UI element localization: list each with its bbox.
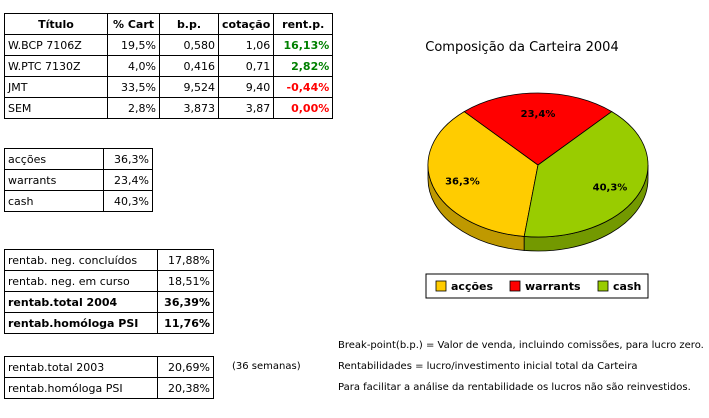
alloc-label: cash [4,190,104,212]
pie-slice-warrants [463,92,613,166]
cell-rent: 16,13% [273,34,334,56]
pie-label-acções: 36,3% [445,177,480,188]
history-table: rentab.total 2003 20,69% rentab.homóloga… [4,356,214,399]
returns-label: rentab.total 2004 [4,291,158,313]
table-row: acções 36,3% [4,148,153,170]
history-value: 20,69% [157,356,214,378]
table-row: W.PTC 7130Z 4,0% 0,416 0,71 2,82% [4,55,334,77]
header-bp: b.p. [159,13,219,35]
cell-titulo: W.BCP 7106Z [4,34,108,56]
cell-cart: 2,8% [107,97,160,119]
table-row: rentab.total 2004 36,39% [4,291,214,313]
note-reinvest: Para facilitar a análise da rentabilidad… [338,382,691,393]
returns-table: rentab. neg. concluídos 17,88% rentab. n… [4,249,214,334]
legend-swatch-acções [435,280,447,292]
holdings-table: Título % Cart b.p. cotação rent.p. W.BCP… [4,13,334,119]
returns-value: 36,39% [157,291,214,313]
allocation-table: acções 36,3% warrants 23,4% cash 40,3% [4,148,153,212]
cell-cotacao: 1,06 [217,34,275,56]
history-label: rentab.total 2003 [4,356,158,378]
table-row: rentab. neg. concluídos 17,88% [4,249,214,271]
header-rent: rent.p. [273,13,334,35]
table-row: W.BCP 7106Z 19,5% 0,580 1,06 16,13% [4,34,334,56]
legend-label-acções: acções [451,280,493,293]
cell-cotacao: 3,87 [217,97,275,119]
table-row: cash 40,3% [4,190,153,212]
table-row: rentab.homóloga PSI 11,76% [4,312,214,334]
returns-label: rentab.homóloga PSI [4,312,158,334]
alloc-value: 40,3% [103,190,153,212]
history-value: 20,38% [157,377,214,399]
legend-label-warrants: warrants [525,280,581,293]
alloc-value: 23,4% [103,169,153,191]
legend-label-cash: cash [613,280,641,293]
returns-label: rentab. neg. concluídos [4,249,158,271]
alloc-label: warrants [4,169,104,191]
returns-value: 18,51% [157,270,214,292]
alloc-label: acções [4,148,104,170]
cell-cart: 33,5% [107,76,160,98]
holdings-header-row: Título % Cart b.p. cotação rent.p. [4,13,334,35]
header-cart: % Cart [107,13,160,35]
table-row: rentab.total 2003 20,69% [4,356,214,378]
legend-box [425,273,649,299]
returns-value: 11,76% [157,312,214,334]
cell-titulo: W.PTC 7130Z [4,55,108,77]
cell-titulo: JMT [4,76,108,98]
returns-value: 17,88% [157,249,214,271]
table-row: rentab. neg. em curso 18,51% [4,270,214,292]
table-row: JMT 33,5% 9,524 9,40 -0,44% [4,76,334,98]
cell-bp: 9,524 [159,76,219,98]
cell-cart: 19,5% [107,34,160,56]
cell-cart: 4,0% [107,55,160,77]
cell-bp: 0,580 [159,34,219,56]
pie-slice-cash [523,111,649,238]
cell-rent: 2,82% [273,55,334,77]
weeks-note: (36 semanas) [232,361,301,372]
cell-bp: 0,416 [159,55,219,77]
note-break-point: Break-point(b.p.) = Valor de venda, incl… [338,340,704,351]
portfolio-pie-chart: Composição da Carteira 2004 36,3% 23,4% 40… [425,40,649,299]
chart-title: Composição da Carteira 2004 [425,40,618,55]
cell-cotacao: 9,40 [217,76,275,98]
cell-rent: 0,00% [273,97,334,119]
cell-bp: 3,873 [159,97,219,119]
cell-cotacao: 0,71 [217,55,275,77]
pie-slice-acções [427,111,539,237]
cell-rent: -0,44% [273,76,334,98]
table-row: SEM 2,8% 3,873 3,87 0,00% [4,97,334,119]
header-cotacao: cotação [217,13,275,35]
cell-titulo: SEM [4,97,108,119]
note-rentabilidades: Rentabilidades = lucro/investimento inic… [338,361,638,372]
header-titulo: Título [4,13,108,35]
pie-label-warrants: 23,4% [521,109,556,120]
legend-swatch-warrants [509,280,521,292]
pie-label-cash: 40,3% [593,183,628,194]
alloc-value: 36,3% [103,148,153,170]
history-label: rentab.homóloga PSI [4,377,158,399]
returns-label: rentab. neg. em curso [4,270,158,292]
table-row: rentab.homóloga PSI 20,38% [4,377,214,399]
legend-swatch-cash [597,280,609,292]
table-row: warrants 23,4% [4,169,153,191]
